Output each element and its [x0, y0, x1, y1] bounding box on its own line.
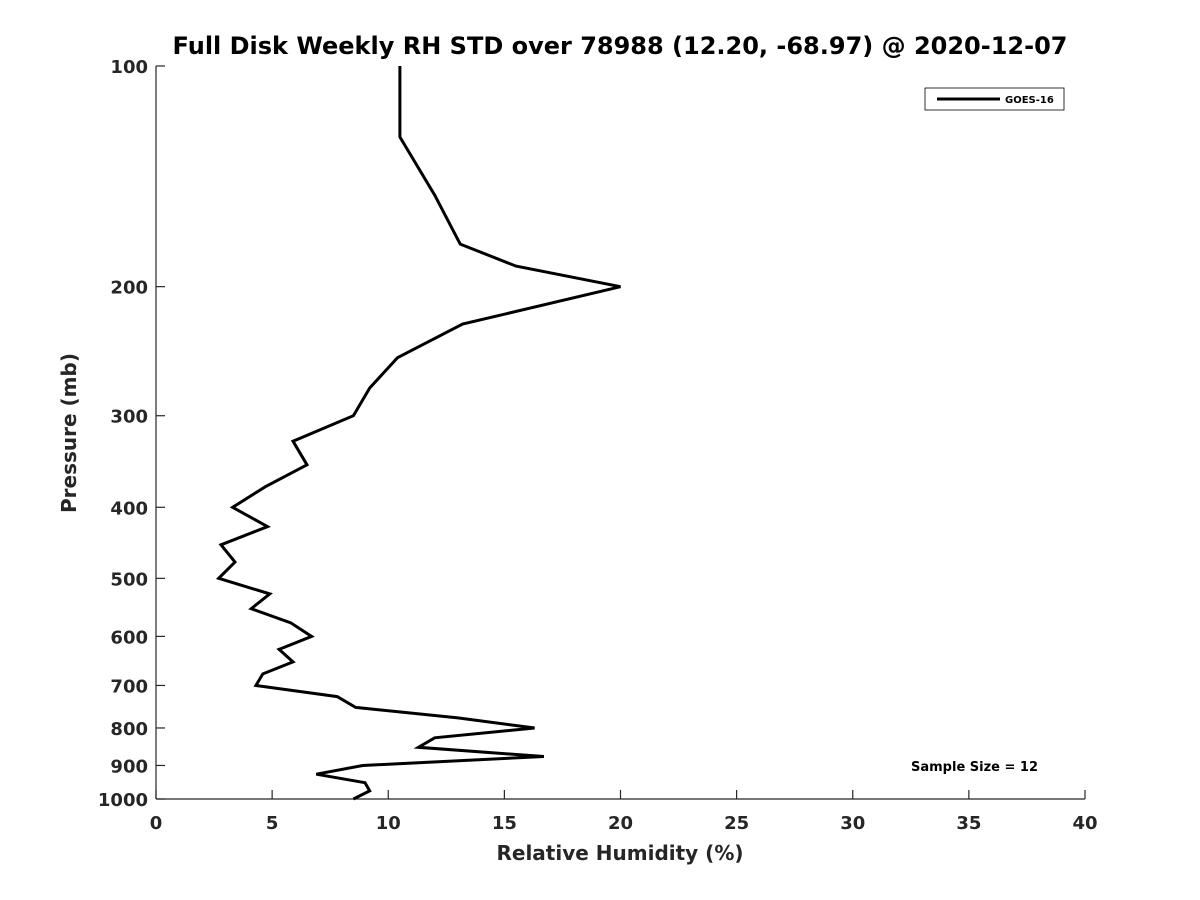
x-tick-label: 20: [608, 813, 633, 834]
legend-label-goes-16: GOES-16: [1005, 95, 1054, 106]
x-tick-label: 35: [956, 813, 981, 834]
y-axis-ticks: 100 200 300 400 500 600 700 800 900 1000: [98, 57, 165, 811]
x-tick-label: 15: [492, 813, 517, 834]
y-tick-label: 200: [110, 278, 148, 299]
y-tick-label: 1000: [98, 790, 148, 811]
x-tick-label: 5: [266, 813, 279, 834]
chart-title: Full Disk Weekly RH STD over 78988 (12.2…: [173, 32, 1068, 60]
x-tick-label: 0: [150, 813, 163, 834]
x-axis-ticks: 0 5 10 15 20 25 30 35 40: [150, 790, 1098, 834]
plot-axes: [155, 66, 1085, 800]
y-tick-label: 500: [110, 569, 148, 590]
x-axis-label: Relative Humidity (%): [496, 841, 743, 865]
sample-size-annotation: Sample Size = 12: [911, 760, 1038, 775]
x-tick-label: 10: [376, 813, 401, 834]
x-tick-label: 40: [1072, 813, 1097, 834]
x-tick-label: 25: [724, 813, 749, 834]
y-tick-label: 700: [110, 676, 148, 697]
series-layer: [215, 66, 621, 801]
series-line-goes-16: [215, 66, 621, 801]
legend: GOES-16: [924, 87, 1065, 111]
y-tick-label: 400: [110, 498, 148, 519]
y-tick-label: 300: [110, 407, 148, 428]
y-tick-label: 100: [110, 57, 148, 78]
y-tick-label: 900: [110, 756, 148, 777]
y-axis-label: Pressure (mb): [57, 353, 81, 513]
x-tick-label: 30: [840, 813, 865, 834]
y-tick-label: 800: [110, 719, 148, 740]
y-tick-label: 600: [110, 627, 148, 648]
